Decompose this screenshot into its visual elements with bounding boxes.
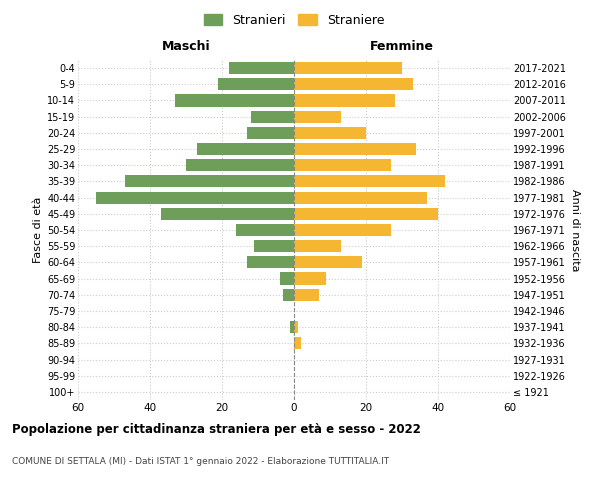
Bar	[294, 192, 427, 203]
Y-axis label: Fasce di età: Fasce di età	[32, 197, 43, 263]
Y-axis label: Anni di nascita: Anni di nascita	[570, 188, 580, 271]
Bar	[294, 62, 402, 74]
Bar	[294, 240, 341, 252]
Bar	[186, 159, 294, 172]
Bar	[294, 78, 413, 90]
Bar	[254, 240, 294, 252]
Bar	[175, 94, 294, 106]
Bar	[294, 176, 445, 188]
Text: Maschi: Maschi	[161, 40, 211, 53]
Bar	[294, 208, 438, 220]
Bar	[247, 256, 294, 268]
Text: Femmine: Femmine	[370, 40, 434, 53]
Bar	[294, 288, 319, 301]
Bar	[229, 62, 294, 74]
Bar	[294, 127, 366, 139]
Bar	[294, 94, 395, 106]
Bar	[125, 176, 294, 188]
Bar	[280, 272, 294, 284]
Bar	[290, 321, 294, 333]
Legend: Stranieri, Straniere: Stranieri, Straniere	[199, 8, 389, 32]
Bar	[294, 272, 326, 284]
Bar	[236, 224, 294, 236]
Bar	[294, 321, 298, 333]
Bar	[251, 110, 294, 122]
Bar	[294, 110, 341, 122]
Bar	[96, 192, 294, 203]
Bar	[294, 224, 391, 236]
Bar	[283, 288, 294, 301]
Bar	[247, 127, 294, 139]
Bar	[294, 256, 362, 268]
Bar	[294, 143, 416, 155]
Bar	[161, 208, 294, 220]
Bar	[294, 338, 301, 349]
Text: COMUNE DI SETTALA (MI) - Dati ISTAT 1° gennaio 2022 - Elaborazione TUTTITALIA.IT: COMUNE DI SETTALA (MI) - Dati ISTAT 1° g…	[12, 458, 389, 466]
Text: Popolazione per cittadinanza straniera per età e sesso - 2022: Popolazione per cittadinanza straniera p…	[12, 422, 421, 436]
Bar	[197, 143, 294, 155]
Bar	[294, 159, 391, 172]
Bar	[218, 78, 294, 90]
